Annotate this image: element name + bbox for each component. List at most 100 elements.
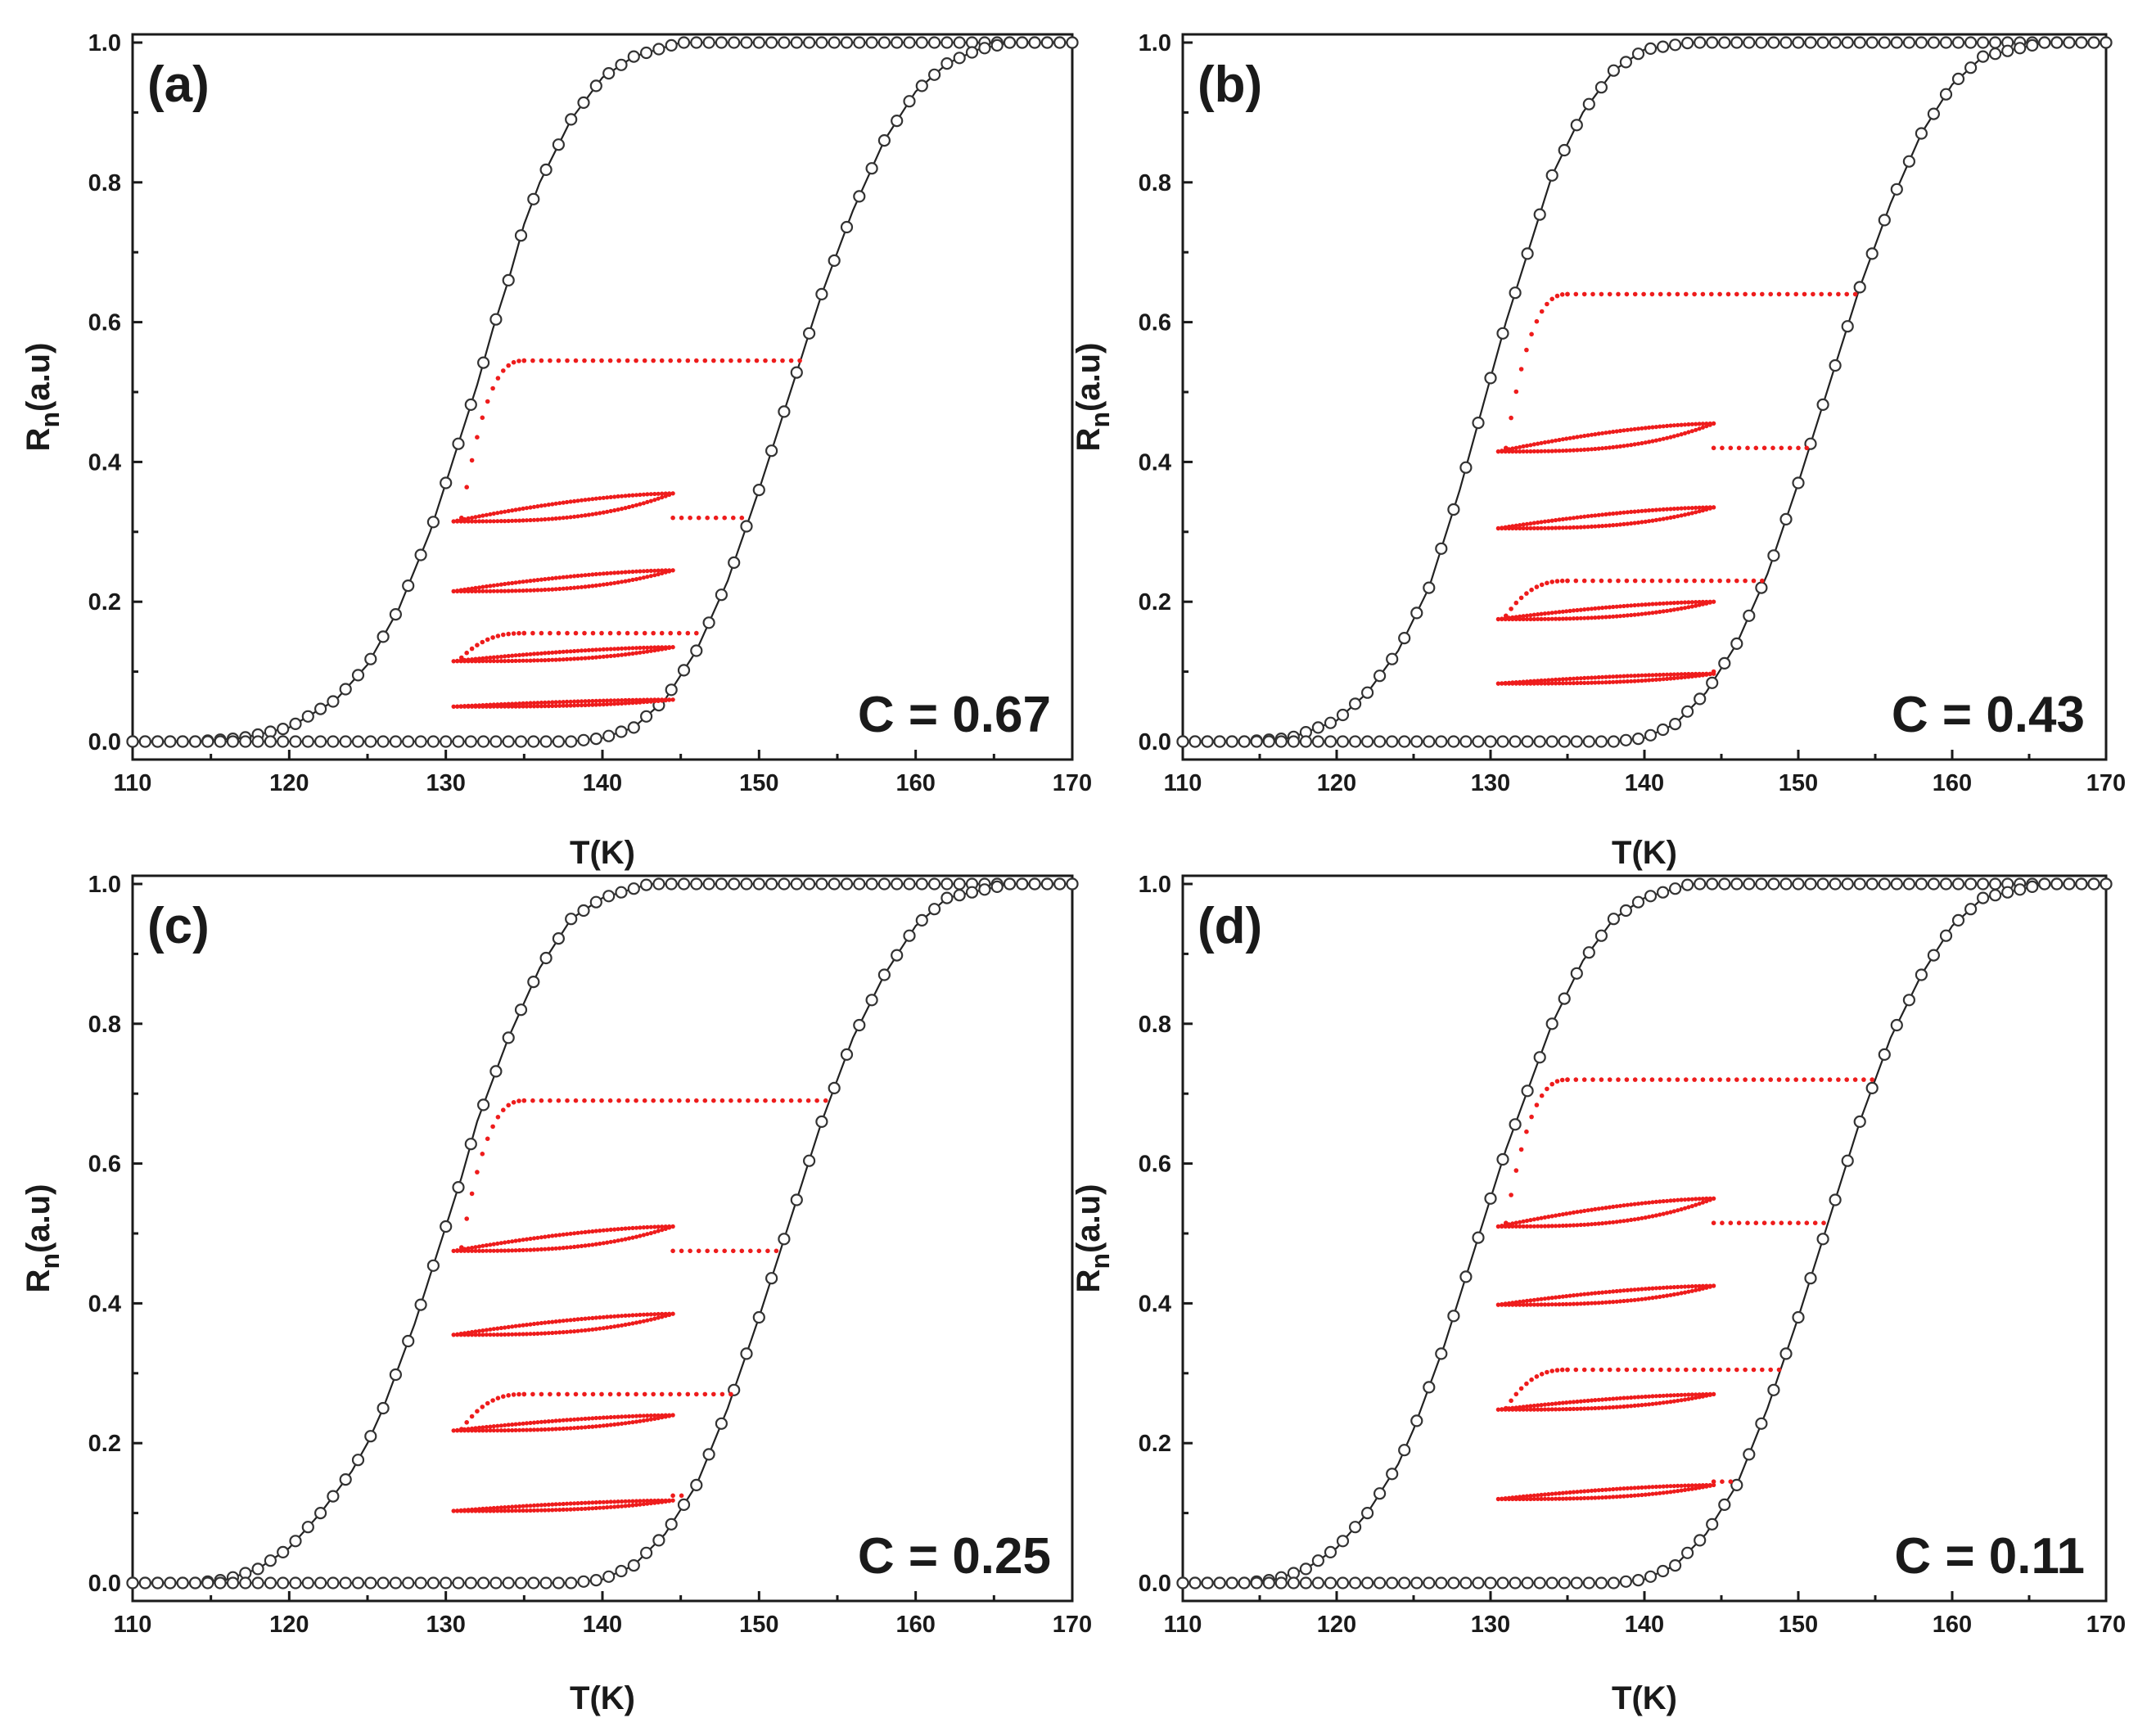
data-point xyxy=(1755,36,1768,49)
minor-loop-point xyxy=(513,1248,518,1253)
data-point xyxy=(552,931,566,945)
data-point xyxy=(953,889,966,902)
minor-loop-point xyxy=(598,496,602,501)
minor-loop-point xyxy=(557,1330,562,1335)
minor-loop-point xyxy=(660,568,665,573)
minor-loop-point xyxy=(1585,1489,1590,1494)
minor-loop-point xyxy=(1528,613,1533,618)
minor-loop-point xyxy=(598,511,602,516)
data-point xyxy=(1915,968,1928,981)
minor-loop-point xyxy=(1661,672,1666,677)
minor-loop-point xyxy=(648,645,653,650)
y-tick-label: 0.8 xyxy=(1139,1012,1171,1038)
minor-loop-point xyxy=(583,1425,588,1430)
minor-loop-point xyxy=(612,1422,617,1427)
minor-loop-point xyxy=(1539,1224,1544,1229)
cooling-branch-markers xyxy=(126,36,1079,748)
data-point xyxy=(1594,735,1608,748)
minor-loop-point xyxy=(1513,1391,1519,1397)
minor-loop-point xyxy=(702,1391,708,1397)
minor-loop-point xyxy=(557,703,562,708)
minor-loop-point xyxy=(1643,519,1648,525)
minor-loop-point xyxy=(1679,600,1684,605)
minor-loop-point xyxy=(1720,445,1725,451)
minor-loop-point xyxy=(528,1322,533,1327)
data-point xyxy=(164,1576,177,1589)
data-point xyxy=(1779,877,1793,891)
minor-loop-point xyxy=(495,655,500,660)
data-point xyxy=(1472,735,1485,748)
data-point xyxy=(2050,877,2064,891)
minor-loop-point xyxy=(1554,681,1558,686)
minor-loop-point xyxy=(1571,1223,1576,1228)
data-point xyxy=(1028,877,1041,891)
minor-loop-point xyxy=(1614,429,1619,434)
minor-loop-point xyxy=(539,1508,544,1513)
minor-loop-point xyxy=(788,1098,794,1103)
minor-loop-point xyxy=(466,1508,471,1513)
minor-loop-point xyxy=(1707,1196,1712,1201)
data-point xyxy=(1582,1576,1595,1589)
data-point xyxy=(1743,609,1756,622)
minor-loop-point xyxy=(1599,291,1604,297)
data-point xyxy=(1902,994,1915,1007)
data-point xyxy=(677,36,691,49)
minor-loop-point xyxy=(1531,442,1536,447)
y-tick-label: 0.4 xyxy=(1139,1291,1171,1317)
minor-loop-point xyxy=(1521,1219,1526,1224)
data-point xyxy=(1890,36,1903,49)
data-point xyxy=(1829,877,1842,891)
minor-loop-point xyxy=(568,1507,573,1512)
data-point xyxy=(1299,1576,1313,1589)
minor-loop-point xyxy=(667,1224,672,1229)
x-axis-title: T(K) xyxy=(1612,1680,1677,1716)
minor-loop-point xyxy=(495,376,501,381)
y-tick-label: 0.0 xyxy=(1139,729,1171,755)
minor-loop-point xyxy=(1679,672,1684,677)
minor-loop-point xyxy=(531,1247,537,1252)
minor-loop-point xyxy=(553,575,558,580)
minor-loop-point xyxy=(1611,444,1616,450)
minor-loop-point xyxy=(1689,1486,1694,1491)
minor-loop-point xyxy=(608,494,613,500)
minor-loop-point xyxy=(1600,1221,1605,1226)
y-axis-title-subscript: n xyxy=(1085,1253,1115,1269)
minor-loop-point xyxy=(1617,522,1623,527)
minor-loop-point xyxy=(1578,1406,1583,1411)
data-point xyxy=(1594,81,1608,94)
minor-loop-point xyxy=(1600,1290,1605,1295)
minor-loop-point xyxy=(1528,449,1533,454)
minor-loop-point xyxy=(535,588,540,593)
minor-loop-point xyxy=(1617,614,1623,619)
minor-loop-point xyxy=(1571,435,1576,440)
minor-loop-point xyxy=(1704,1391,1709,1397)
minor-loop-point xyxy=(616,1314,620,1319)
minor-loop-point xyxy=(1802,1077,1807,1082)
minor-loop-point xyxy=(1571,1406,1576,1411)
minor-loop-point xyxy=(670,1413,675,1418)
minor-loop-point xyxy=(568,1501,573,1506)
minor-loop-point xyxy=(1600,1397,1605,1402)
minor-loop-point xyxy=(616,494,620,499)
minor-loop-point xyxy=(510,1504,515,1509)
minor-loop-point xyxy=(1625,510,1630,515)
data-point xyxy=(1619,904,1633,918)
data-point xyxy=(865,162,878,175)
minor-loop-point xyxy=(1582,1406,1587,1411)
minor-loop-point xyxy=(1554,1213,1558,1218)
minor-loop-point xyxy=(495,1428,500,1433)
x-tick-label: 120 xyxy=(269,770,309,796)
data-point xyxy=(1694,36,1707,49)
data-point xyxy=(815,36,828,49)
minor-loop-point xyxy=(620,701,625,706)
minor-loop-point xyxy=(568,499,573,504)
minor-loop-point xyxy=(1593,1405,1598,1411)
minor-loop-point xyxy=(543,516,548,522)
minor-loop-point xyxy=(608,1499,613,1504)
minor-loop-point xyxy=(1575,1406,1580,1411)
minor-loop-point xyxy=(521,658,525,663)
data-point xyxy=(264,735,277,748)
minor-loop-point xyxy=(1518,614,1522,619)
minor-loop-point xyxy=(1531,1302,1536,1307)
minor-loop-point xyxy=(480,1506,485,1511)
